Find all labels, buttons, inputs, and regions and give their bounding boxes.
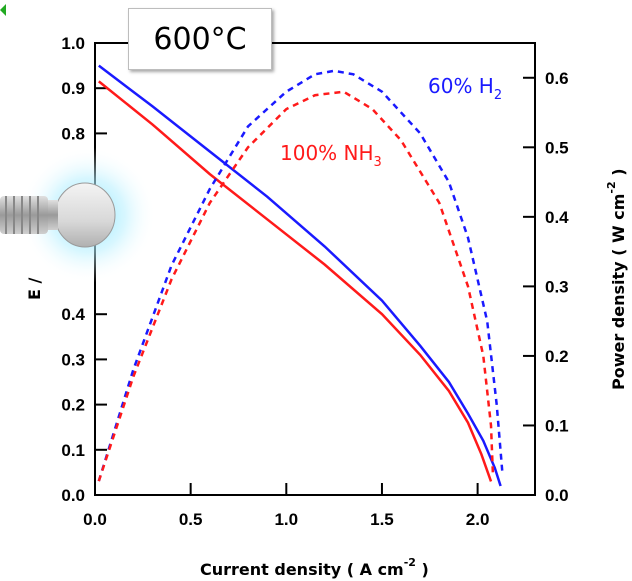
- y-left-tick-label: 0.0: [61, 486, 85, 505]
- y-left-tick-label: 0.2: [61, 396, 85, 415]
- y-left-tick-label: 0.3: [61, 350, 85, 369]
- y-left-tick-label: 0.8: [61, 124, 85, 143]
- y-right-tick-label: 0.6: [545, 69, 569, 88]
- x-tick-label: 0.0: [83, 510, 107, 529]
- tick-labels: 0.0 0.5 1.0 1.5 2.0 0.0 0.1 0.2 0.3 0.4 0.8 0.9 1.0 0…: [61, 34, 569, 529]
- series-label-nh3: 100% NH3: [280, 141, 382, 170]
- x-tick-label: 0.5: [179, 510, 203, 529]
- y-left-tick-label: 1.0: [61, 34, 85, 53]
- y-right-tick-label: 0.1: [545, 416, 569, 435]
- y-left-tick-label: 0.9: [61, 79, 85, 98]
- x-axis-title: Current density ( A cm-2 ): [200, 556, 429, 579]
- series-line-1: [98, 80, 493, 482]
- y-axis-title-right: Power density ( W cm-2 ): [605, 168, 628, 390]
- corner-mark: [0, 4, 6, 16]
- y-left-tick-label: 0.1: [61, 441, 85, 460]
- x-tick-label: 1.0: [274, 510, 298, 529]
- x-tick-label: 2.0: [466, 510, 490, 529]
- y-right-tick-label: 0.2: [545, 347, 569, 366]
- series-label-h2: 60% H2: [428, 74, 502, 103]
- temperature-box: 600°C: [128, 8, 272, 70]
- temperature-label: 600°C: [153, 21, 247, 57]
- y-right-tick-label: 0.4: [545, 208, 569, 227]
- y-right-tick-label: 0.3: [545, 277, 569, 296]
- series-layer: [97, 64, 504, 487]
- y-right-tick-label: 0.5: [545, 138, 569, 157]
- series-line-0: [98, 64, 502, 487]
- axis-ticks: [94, 42, 535, 496]
- light-bulb-icon: [0, 147, 156, 283]
- series-line-2: [97, 69, 504, 482]
- y-axis-title-left: E /: [25, 278, 44, 301]
- series-line-3: [97, 90, 495, 482]
- y-left-tick-label: 0.4: [61, 305, 85, 324]
- y-right-tick-label: 0.0: [545, 486, 569, 505]
- x-tick-label: 1.5: [370, 510, 394, 529]
